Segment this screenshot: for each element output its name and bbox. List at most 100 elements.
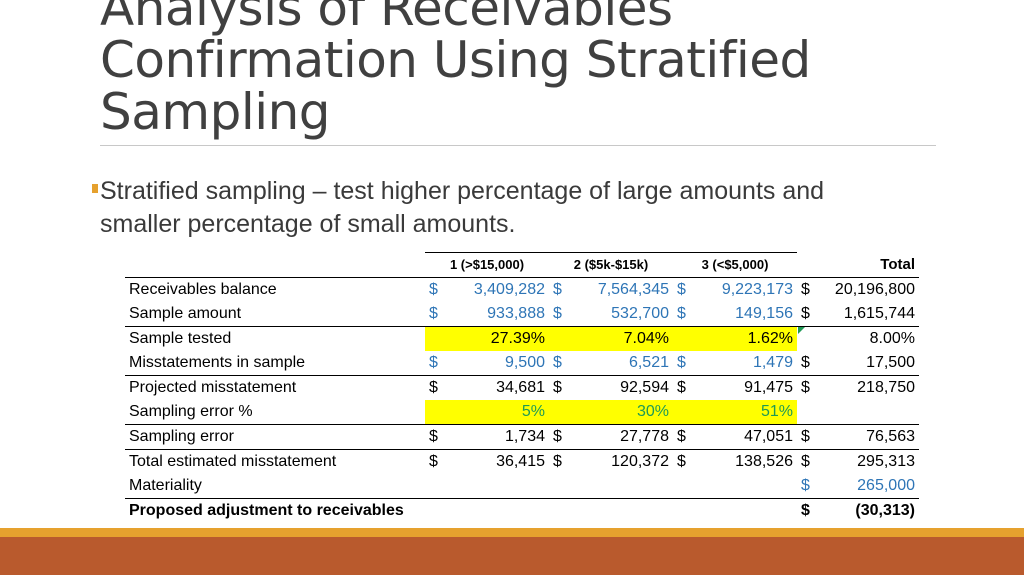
table-cell-blank [549,400,573,425]
table-row: Sample tested 27.39% 7.04% 1.62% 8.00% [125,326,919,351]
table-row: Total estimated misstatement $ 36,415 $ … [125,449,919,474]
table-cell: 7.04% [573,326,673,351]
table-cell-blank [549,326,573,351]
currency-symbol: $ [425,424,449,450]
table-cell: 532,700 [611,305,669,322]
table-cell: 5% [449,400,549,425]
slide-title: Analysis of Receivables Confirmation Usi… [100,0,811,141]
table-cell-total: 76,563 [821,424,919,450]
row-label: Sampling error % [129,403,253,420]
header-stratum-1: 1 (>$15,000) [425,252,549,278]
table-cell: 120,372 [573,449,673,474]
currency-symbol: $ [673,424,697,450]
header-blank [125,253,425,278]
table-row: Misstatements in sample $ 9,500 $ 6,521 … [125,351,919,376]
row-label: Proposed adjustment to receivables [125,498,425,523]
table-cell-blank [549,498,573,523]
currency-symbol: $ [801,354,810,371]
table-row: Projected misstatement $ 34,681 $ 92,594… [125,375,919,400]
currency-symbol: $ [425,277,449,302]
currency-symbol: $ [553,354,562,371]
stratified-sampling-table: 1 (>$15,000) 2 ($5k-$15k) 3 (<$5,000) To… [125,252,919,523]
table-cell: 933,888 [487,305,545,322]
table-cell-total [821,400,919,425]
table-cell: 1,479 [752,354,793,371]
table-cell-blank [549,474,573,499]
currency-symbol: $ [549,277,573,302]
bullet-point: Stratified sampling – test higher percen… [92,175,972,241]
table-cell-total: 295,313 [821,449,919,474]
table-cell: 36,415 [449,449,549,474]
table-cell [449,474,549,499]
table-cell-total: 265,000 [857,477,915,494]
table-cell: 1,734 [449,424,549,450]
currency-symbol: $ [797,424,821,450]
currency-symbol: $ [429,305,438,322]
table-cell-total: 17,500 [866,354,915,371]
currency-symbol: $ [673,375,697,400]
table-cell [697,474,797,499]
currency-symbol: $ [429,354,438,371]
currency-symbol: $ [801,477,810,494]
row-label: Materiality [129,477,202,494]
title-divider [100,145,936,146]
table-cell [573,474,673,499]
table-cell-blank [425,498,449,523]
table-cell-total: 20,196,800 [821,277,919,302]
bullet-text-line-2: smaller percentage of small amounts. [100,210,516,238]
table-cell: 30% [573,400,673,425]
table-cell [449,498,549,523]
table-cell-blank [673,498,697,523]
row-label: Sample amount [129,305,242,322]
table-cell-total: 8.00% [821,326,919,351]
header-total: Total [797,252,919,278]
row-label: Receivables balance [125,277,425,302]
row-label: Sample tested [125,326,425,351]
table-row: Proposed adjustment to receivables $ (30… [125,498,919,523]
table-cell [573,498,673,523]
table-cell: 51% [697,400,797,425]
table-cell-blank [673,326,697,351]
table-row: Sample amount $ 933,888 $ 532,700 $ 149,… [125,302,919,327]
table-row: Materiality $ 265,000 [125,474,919,499]
row-label: Misstatements in sample [129,354,306,371]
table-row: Sampling error % 5% 30% 51% [125,400,919,425]
table-cell: 138,526 [697,449,797,474]
currency-symbol: $ [549,375,573,400]
table-cell-blank [425,474,449,499]
table-row: Sampling error $ 1,734 $ 27,778 $ 47,051… [125,424,919,450]
footer-accent-stripe [0,528,1024,537]
table-cell-blank [673,400,697,425]
table-cell-total: 1,615,744 [843,305,915,322]
currency-symbol: $ [797,277,821,302]
currency-symbol: $ [425,449,449,474]
table-cell: 91,475 [697,375,797,400]
table-cell: 149,156 [735,305,793,322]
table-header-row: 1 (>$15,000) 2 ($5k-$15k) 3 (<$5,000) To… [125,252,919,278]
currency-symbol: $ [549,449,573,474]
table-cell: 92,594 [573,375,673,400]
currency-symbol: $ [677,354,686,371]
table-cell: 3,409,282 [449,277,549,302]
row-label: Total estimated misstatement [125,449,425,474]
bullet-text-line-1: Stratified sampling – test higher percen… [100,177,825,205]
header-stratum-3: 3 (<$5,000) [673,252,797,278]
square-bullet-icon [92,184,98,193]
table-cell: 47,051 [697,424,797,450]
table-cell: 9,500 [504,354,545,371]
currency-symbol: $ [425,375,449,400]
table-cell-blank [425,400,449,425]
row-label: Sampling error [125,424,425,450]
table-cell-blank [797,400,821,425]
table-cell-total: (30,313) [821,498,919,523]
table-cell-blank [673,474,697,499]
currency-symbol: $ [797,498,821,523]
table-row: Receivables balance $ 3,409,282 $ 7,564,… [125,277,919,302]
table-cell-blank [425,326,449,351]
table-cell [697,498,797,523]
footer-bar [0,537,1024,575]
table-cell-total: 218,750 [821,375,919,400]
table-cell: 6,521 [628,354,669,371]
header-stratum-2: 2 ($5k-$15k) [549,252,673,278]
table-cell: 1.62% [697,326,805,351]
